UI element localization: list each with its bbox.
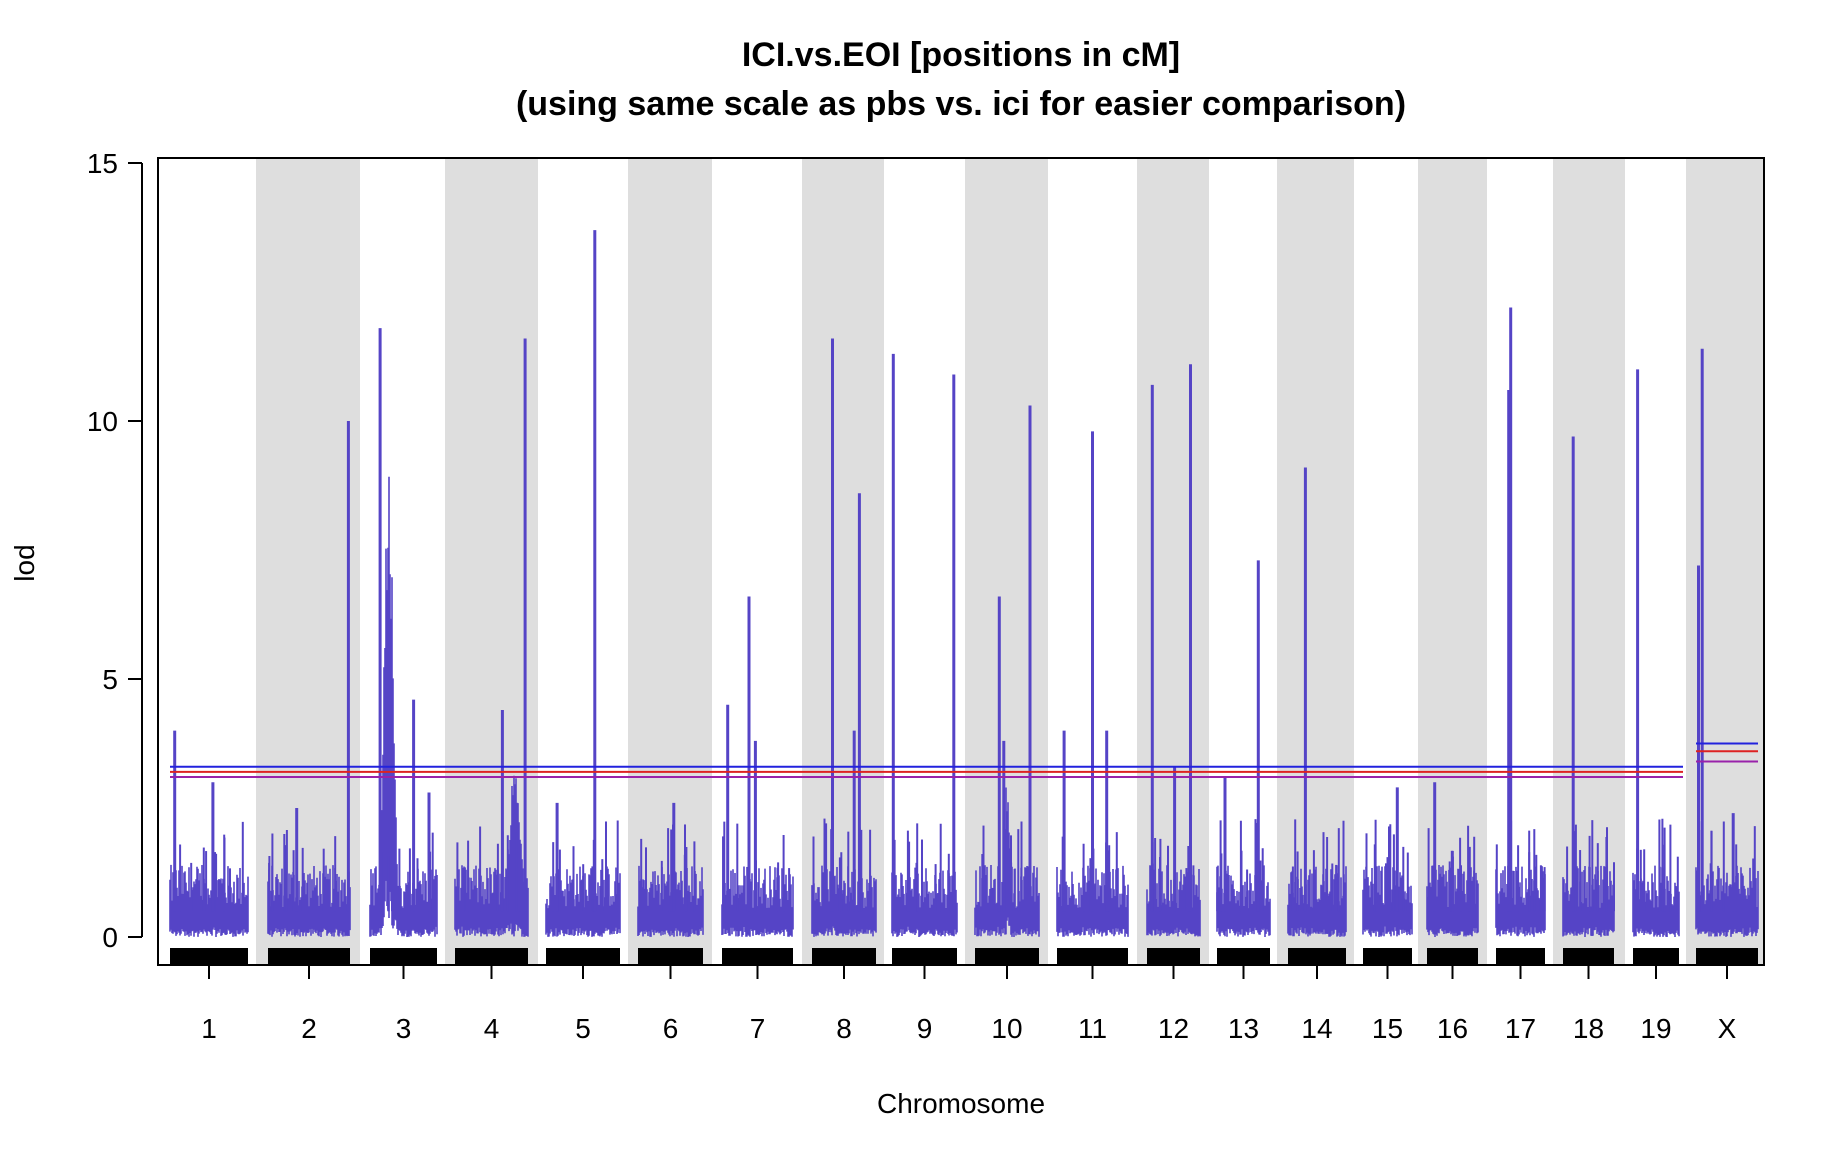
- chr-13-markers: [1217, 948, 1270, 965]
- chr-14-shade: [1277, 158, 1354, 965]
- x-tick-label-chr-8: 8: [836, 1013, 852, 1044]
- x-axis-label: Chromosome: [877, 1088, 1045, 1119]
- chr-2-shade: [256, 158, 360, 965]
- chr-1-lod-trace: [169, 864, 249, 937]
- x-tick-label-chr-2: 2: [301, 1013, 317, 1044]
- y-tick-label: 10: [87, 406, 118, 437]
- chr-18-markers: [1563, 948, 1614, 965]
- x-tick-label-chr-17: 17: [1505, 1013, 1536, 1044]
- chr-9-markers: [892, 948, 957, 965]
- x-tick-label-chr-15: 15: [1372, 1013, 1403, 1044]
- chr-2-markers: [268, 948, 350, 965]
- x-tick-label-chr-6: 6: [663, 1013, 679, 1044]
- chr-8-markers: [812, 948, 876, 965]
- x-tick-label-chr-10: 10: [991, 1013, 1022, 1044]
- chart-title-line-1: ICI.vs.EOI [positions in cM]: [742, 36, 1180, 74]
- chr-13-lod-trace: [1216, 865, 1271, 937]
- chr-16-markers: [1427, 948, 1478, 965]
- y-tick-label: 5: [102, 664, 118, 695]
- x-tick-label-chr-1: 1: [201, 1013, 217, 1044]
- y-axis-label: lod: [9, 544, 40, 581]
- x-tick-label-chr-9: 9: [917, 1013, 933, 1044]
- x-tick-label-chr-11: 11: [1078, 1013, 1107, 1044]
- y-tick-label: 15: [87, 148, 118, 179]
- chr-19-markers: [1633, 948, 1679, 965]
- chr-10-markers: [975, 948, 1039, 965]
- x-tick-label-chr-12: 12: [1158, 1013, 1189, 1044]
- chr-18-shade: [1553, 158, 1625, 965]
- chr-12-shade: [1137, 158, 1209, 965]
- x-tick-label-chr-4: 4: [484, 1013, 500, 1044]
- chr-14-markers: [1288, 948, 1346, 965]
- lod-series: [169, 230, 1759, 937]
- x-tick-label-chr-7: 7: [750, 1013, 766, 1044]
- plot-frame: [157, 157, 1765, 966]
- x-tick-label-chr-16: 16: [1437, 1013, 1468, 1044]
- x-tick-label-chr-5: 5: [575, 1013, 591, 1044]
- chr-15-markers: [1363, 948, 1412, 965]
- y-tick-label: 0: [102, 922, 118, 953]
- x-tick-label-chr-13: 13: [1228, 1013, 1259, 1044]
- x-tick-label-chr-18: 18: [1573, 1013, 1604, 1044]
- chr-4-markers: [455, 948, 528, 965]
- chr-11-markers: [1057, 948, 1128, 965]
- chr-X-markers: [1696, 948, 1758, 965]
- chr-9-lod-trace: [891, 868, 958, 937]
- x-tick-label-chr-19: 19: [1640, 1013, 1671, 1044]
- chr-7-markers: [722, 948, 793, 965]
- chr-3-markers: [370, 948, 437, 965]
- chr-17-lod-trace: [1495, 865, 1546, 937]
- x-tick-label-chr-3: 3: [396, 1013, 412, 1044]
- significance-thresholds: [170, 742, 1758, 779]
- chr-5-markers: [546, 948, 620, 965]
- chr-7-lod-trace: [721, 866, 794, 937]
- chr-6-lod-trace: [637, 865, 704, 937]
- chr-6-markers: [638, 948, 703, 965]
- chr-12-markers: [1147, 948, 1200, 965]
- x-tick-label-chr-X: X: [1718, 1013, 1737, 1044]
- chr-4-shade: [445, 158, 538, 965]
- chart-title-line-2: (using same scale as pbs vs. ici for eas…: [516, 85, 1406, 123]
- marker-rug: [170, 948, 1758, 965]
- chr-6-shade: [628, 158, 712, 965]
- chr-1-markers: [170, 948, 248, 965]
- x-tick-label-chr-14: 14: [1301, 1013, 1332, 1044]
- chr-17-markers: [1496, 948, 1545, 965]
